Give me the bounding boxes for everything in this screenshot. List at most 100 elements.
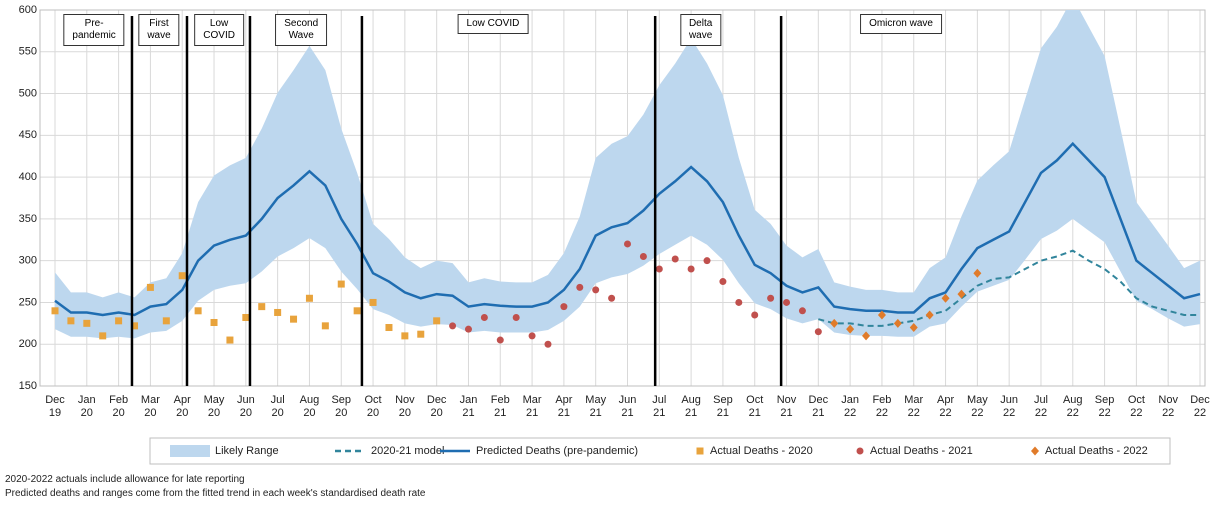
x-tick-label: Jan 21 xyxy=(459,394,478,419)
x-tick-label: Oct 21 xyxy=(746,394,764,419)
y-tick-label: 500 xyxy=(19,87,37,99)
legend-label: Likely Range xyxy=(215,445,279,457)
point xyxy=(856,447,864,455)
point xyxy=(877,310,886,320)
x-tick-label: Aug 22 xyxy=(1062,394,1083,419)
x-tick-label: Jan 22 xyxy=(841,394,859,419)
point xyxy=(528,332,536,340)
point xyxy=(449,322,457,330)
x-tick-label: May 20 xyxy=(203,394,225,419)
legend-swatch xyxy=(170,445,210,457)
legend-label: Predicted Deaths (pre-pandemic) xyxy=(476,445,638,457)
point xyxy=(258,303,266,311)
point xyxy=(846,324,855,334)
point xyxy=(925,310,934,320)
period-label: Low COVID xyxy=(457,14,529,34)
x-tick-label: Dec 20 xyxy=(426,394,447,419)
x-tick-label: Jan 20 xyxy=(77,394,96,419)
point xyxy=(162,317,170,325)
x-tick-label: Mar 22 xyxy=(904,394,924,419)
likely-range xyxy=(55,10,1200,339)
x-tick-label: Aug 20 xyxy=(299,394,320,419)
period-label: Second Wave xyxy=(275,14,328,46)
point xyxy=(783,298,791,306)
predicted-line xyxy=(54,141,1201,317)
x-tick-label: Jun 21 xyxy=(618,394,637,419)
x-tick-label: Jul 20 xyxy=(270,394,285,419)
point xyxy=(893,318,902,328)
x-tick-label: Apr 20 xyxy=(173,394,191,419)
point xyxy=(210,318,218,326)
point xyxy=(909,323,918,333)
x-tick-label: Apr 21 xyxy=(555,394,573,419)
x-tick-label: Mar 20 xyxy=(140,394,160,419)
point xyxy=(862,331,871,341)
point xyxy=(290,315,298,323)
x-tick-label: May 21 xyxy=(585,394,607,419)
y-tick-label: 400 xyxy=(19,171,37,183)
x-tick-label: Nov 22 xyxy=(1158,394,1178,419)
x-tick-label: Feb 20 xyxy=(109,394,129,419)
point xyxy=(767,294,775,302)
point xyxy=(417,330,425,338)
x-tick-label: Aug 21 xyxy=(681,394,701,419)
y-tick-label: 300 xyxy=(19,255,37,267)
point xyxy=(99,332,107,340)
y-tick-label: 600 xyxy=(19,4,37,16)
point xyxy=(671,255,679,263)
x-tick-label: Sep 22 xyxy=(1094,394,1115,419)
point xyxy=(576,283,584,291)
point xyxy=(480,313,488,321)
point xyxy=(608,294,616,302)
point xyxy=(512,313,520,321)
point xyxy=(1031,446,1039,456)
x-tick-label: Dec 22 xyxy=(1190,394,1210,419)
point xyxy=(242,313,250,321)
point xyxy=(973,268,982,278)
point xyxy=(433,317,441,325)
point xyxy=(321,322,329,330)
legend-label: 2020-21 model xyxy=(371,445,444,457)
x-tick-label: Sep 20 xyxy=(331,394,352,419)
point xyxy=(941,293,950,303)
point xyxy=(751,311,759,319)
x-tick-label: Jun 20 xyxy=(236,394,255,419)
x-tick-label: May 22 xyxy=(966,394,988,419)
point xyxy=(464,325,472,333)
point xyxy=(83,319,91,327)
y-tick-label: 550 xyxy=(19,46,37,58)
point xyxy=(814,328,822,336)
y-tick-label: 250 xyxy=(19,296,37,308)
legend-label: Actual Deaths - 2020 xyxy=(710,445,813,457)
point xyxy=(592,286,600,294)
x-tick-label: Sep 21 xyxy=(713,394,733,419)
point xyxy=(830,318,839,328)
x-tick-label: Apr 22 xyxy=(936,394,955,419)
x-tick-label: Dec 19 xyxy=(45,394,65,419)
legend-label: Actual Deaths - 2021 xyxy=(870,445,973,457)
x-tick-label: Feb 22 xyxy=(872,394,892,419)
x-tick-label: Jun 22 xyxy=(1000,394,1019,419)
point xyxy=(957,289,966,299)
point xyxy=(798,307,806,315)
point xyxy=(146,283,154,291)
legend-label: Actual Deaths - 2022 xyxy=(1045,445,1148,457)
point xyxy=(655,265,663,273)
point xyxy=(385,324,393,332)
plot-border xyxy=(39,9,1206,387)
period-label: Pre- pandemic xyxy=(63,14,125,46)
point xyxy=(67,317,75,325)
point xyxy=(194,307,202,315)
model-line xyxy=(818,249,1200,327)
x-tick-label: Nov 21 xyxy=(776,394,797,419)
legend-box xyxy=(149,437,1171,465)
point xyxy=(719,278,727,286)
point xyxy=(687,265,695,273)
point xyxy=(274,308,282,316)
footnote: 2020-2022 actuals include allowance for … xyxy=(5,474,245,485)
y-tick-label: 450 xyxy=(19,129,37,141)
point xyxy=(337,280,345,288)
point xyxy=(115,317,123,325)
point xyxy=(131,322,139,330)
